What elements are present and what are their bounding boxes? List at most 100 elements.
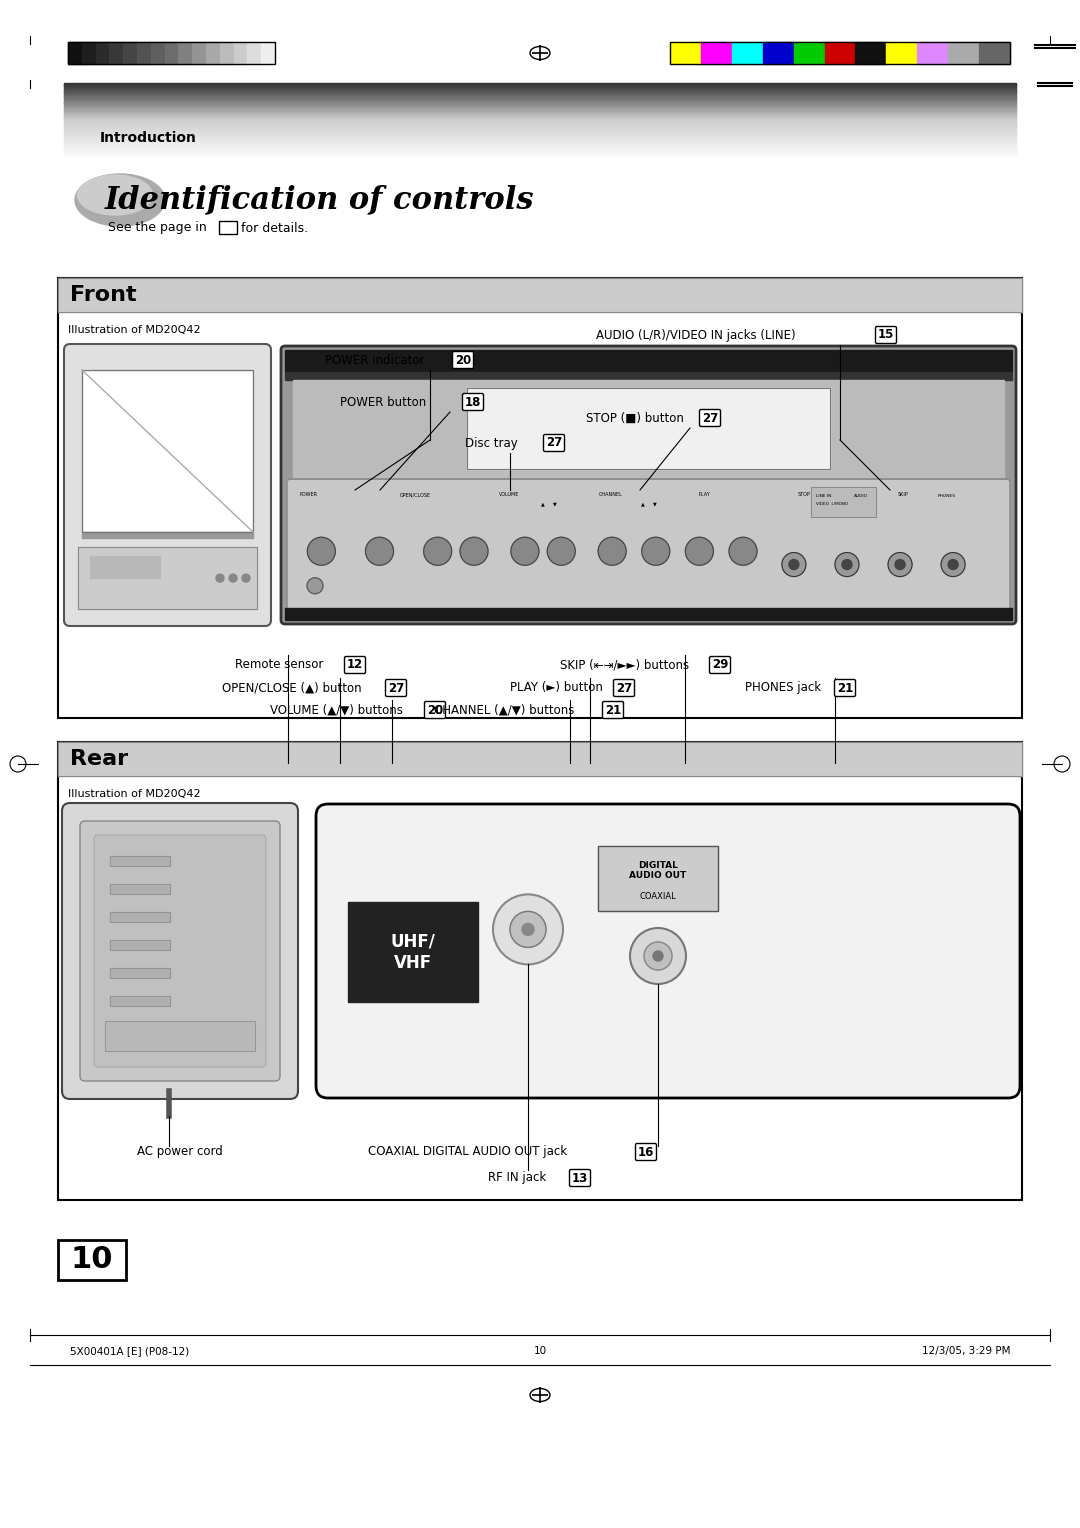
Text: 12/3/05, 3:29 PM: 12/3/05, 3:29 PM bbox=[921, 1346, 1010, 1355]
Bar bbox=[64, 121, 1016, 124]
Bar bbox=[206, 41, 220, 64]
Bar bbox=[701, 41, 732, 64]
Text: PLAY (►) button: PLAY (►) button bbox=[510, 681, 603, 695]
Text: ▲: ▲ bbox=[640, 501, 645, 507]
Bar bbox=[980, 41, 1010, 64]
Text: SKIP: SKIP bbox=[897, 492, 908, 497]
Bar bbox=[598, 847, 718, 911]
Bar bbox=[64, 144, 1016, 145]
Text: 27: 27 bbox=[616, 681, 632, 695]
Ellipse shape bbox=[78, 176, 152, 215]
Bar bbox=[64, 139, 1016, 141]
Bar bbox=[109, 41, 123, 64]
Text: 20: 20 bbox=[427, 703, 443, 717]
Bar bbox=[64, 93, 1016, 95]
Text: VIDEO  L/MONO: VIDEO L/MONO bbox=[815, 503, 848, 506]
FancyBboxPatch shape bbox=[64, 344, 271, 626]
Text: Front: Front bbox=[70, 286, 137, 306]
Bar bbox=[64, 98, 1016, 99]
Bar bbox=[64, 151, 1016, 153]
FancyBboxPatch shape bbox=[835, 680, 855, 697]
Text: STOP (■) button: STOP (■) button bbox=[586, 411, 684, 425]
FancyBboxPatch shape bbox=[287, 480, 1010, 617]
Text: Remote sensor: Remote sensor bbox=[235, 659, 323, 671]
FancyBboxPatch shape bbox=[543, 434, 565, 451]
Bar bbox=[64, 83, 1016, 84]
Bar bbox=[64, 127, 1016, 128]
Bar bbox=[233, 41, 247, 64]
Text: AUDIO: AUDIO bbox=[853, 494, 867, 498]
Bar bbox=[164, 41, 178, 64]
Bar bbox=[64, 119, 1016, 121]
Bar bbox=[64, 89, 1016, 90]
Bar bbox=[220, 41, 233, 64]
Text: Identification of controls: Identification of controls bbox=[105, 185, 535, 215]
Bar bbox=[64, 118, 1016, 119]
Bar bbox=[64, 141, 1016, 142]
Bar bbox=[285, 350, 1012, 371]
Bar bbox=[64, 133, 1016, 134]
Bar bbox=[794, 41, 824, 64]
Circle shape bbox=[229, 575, 237, 582]
FancyBboxPatch shape bbox=[62, 804, 298, 1099]
Circle shape bbox=[308, 538, 336, 565]
Bar bbox=[293, 380, 1004, 477]
Text: 27: 27 bbox=[388, 681, 404, 695]
FancyBboxPatch shape bbox=[281, 345, 1016, 623]
Circle shape bbox=[948, 559, 958, 570]
Bar bbox=[78, 547, 257, 610]
Bar bbox=[110, 969, 170, 978]
Text: ▼: ▼ bbox=[553, 501, 557, 507]
Bar bbox=[64, 147, 1016, 148]
Bar bbox=[64, 142, 1016, 144]
Circle shape bbox=[788, 559, 799, 570]
Text: COAXIAL: COAXIAL bbox=[639, 892, 676, 902]
Text: POWER button: POWER button bbox=[340, 396, 427, 408]
Text: PLAY: PLAY bbox=[699, 492, 710, 497]
Bar bbox=[82, 41, 96, 64]
Bar bbox=[82, 370, 253, 532]
Bar bbox=[64, 150, 1016, 151]
Text: PHONES jack: PHONES jack bbox=[745, 681, 821, 695]
Text: Rear: Rear bbox=[70, 749, 129, 769]
Text: 21: 21 bbox=[837, 681, 853, 695]
Bar bbox=[285, 608, 1012, 620]
Bar bbox=[192, 41, 206, 64]
Bar bbox=[467, 388, 831, 469]
Circle shape bbox=[653, 950, 663, 961]
Text: CHANNEL (▲/▼) buttons: CHANNEL (▲/▼) buttons bbox=[434, 703, 575, 717]
Text: 20: 20 bbox=[455, 353, 471, 367]
Text: ▲: ▲ bbox=[541, 501, 544, 507]
Text: COAXIAL DIGITAL AUDIO OUT jack: COAXIAL DIGITAL AUDIO OUT jack bbox=[368, 1146, 567, 1158]
Text: 12: 12 bbox=[347, 659, 363, 671]
Bar bbox=[110, 856, 170, 866]
Bar bbox=[824, 41, 855, 64]
Circle shape bbox=[686, 538, 714, 565]
Circle shape bbox=[216, 575, 224, 582]
Bar bbox=[64, 87, 1016, 90]
Bar bbox=[96, 41, 109, 64]
Text: RF IN jack: RF IN jack bbox=[488, 1172, 546, 1184]
Bar bbox=[762, 41, 794, 64]
Bar bbox=[670, 41, 1010, 64]
Circle shape bbox=[888, 553, 912, 576]
Bar bbox=[110, 885, 170, 894]
Text: 13: 13 bbox=[572, 1172, 589, 1184]
Bar bbox=[64, 110, 1016, 112]
Bar bbox=[64, 145, 1016, 147]
Bar bbox=[110, 856, 170, 866]
Bar bbox=[1035, 79, 1075, 90]
Bar bbox=[64, 101, 1016, 102]
Bar bbox=[64, 127, 1016, 128]
Bar bbox=[64, 108, 1016, 110]
Bar bbox=[64, 102, 1016, 104]
Bar bbox=[137, 41, 151, 64]
FancyBboxPatch shape bbox=[603, 701, 623, 718]
Bar bbox=[732, 41, 762, 64]
Bar bbox=[78, 547, 257, 610]
Bar bbox=[917, 41, 948, 64]
Circle shape bbox=[642, 538, 670, 565]
Bar bbox=[151, 41, 164, 64]
FancyBboxPatch shape bbox=[345, 657, 365, 674]
Circle shape bbox=[644, 941, 672, 970]
